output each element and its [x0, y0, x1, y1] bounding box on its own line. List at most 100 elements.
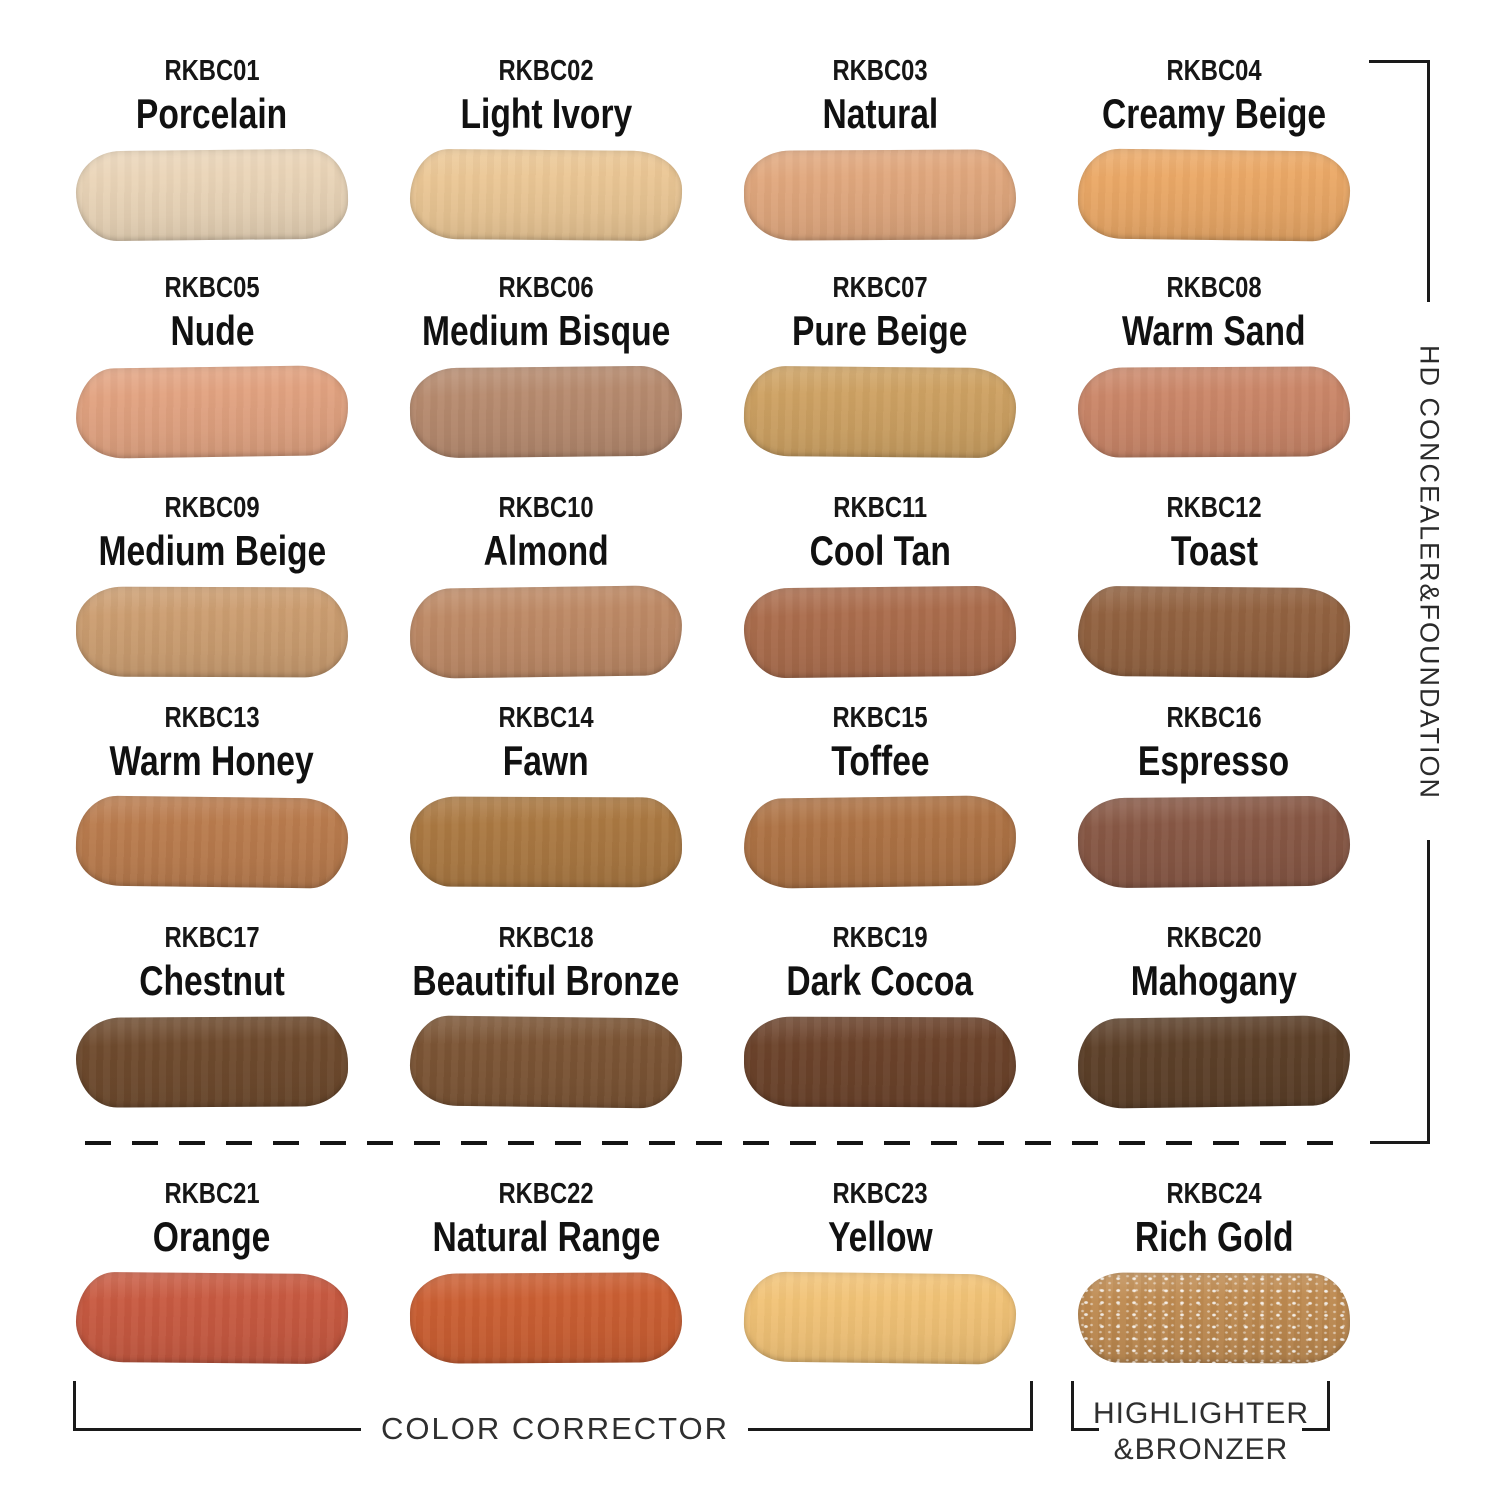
- cc-bracket-left-segment: [73, 1428, 361, 1431]
- swatch-cell-rkbc13: RKBC13 Warm Honey: [45, 702, 379, 892]
- highlighter-bronzer-line1: HIGHLIGHTER: [1092, 1397, 1310, 1430]
- right-bracket-upper-segment: [1427, 60, 1430, 302]
- swatch-smear: [1077, 1272, 1351, 1364]
- swatch-cell-rkbc11: RKBC11 Cool Tan: [713, 492, 1047, 682]
- swatch-row: RKBC01 Porcelain RKBC02 Light Ivory RKBC03 Na…: [45, 55, 1385, 245]
- right-bracket-top-tick: [1369, 60, 1430, 63]
- right-bracket-label: HD CONCEALER&FOUNDATION: [1414, 345, 1445, 801]
- swatch-cell-rkbc19: RKBC19 Dark Cocoa: [713, 922, 1047, 1112]
- swatch-name: Medium Beige: [98, 527, 326, 574]
- swatch-code: RKBC01: [164, 55, 260, 87]
- swatch-smear: [409, 585, 683, 679]
- swatch-smear: [75, 365, 349, 459]
- swatch-row: RKBC21 Orange RKBC22 Natural Range RKBC23 Yel…: [45, 1178, 1385, 1368]
- swatch-name: Warm Honey: [109, 737, 315, 784]
- swatch-cell-rkbc09: RKBC09 Medium Beige: [45, 492, 379, 682]
- swatch-name: Almond: [483, 527, 609, 574]
- swatch-code: RKBC18: [498, 922, 594, 954]
- swatch-name: Light Ivory: [460, 90, 632, 137]
- swatch-code: RKBC15: [832, 702, 928, 734]
- swatch-smear: [75, 586, 349, 678]
- swatch-smear: [75, 1271, 349, 1365]
- hb-bracket-left-foot: [1071, 1428, 1099, 1431]
- swatch-code: RKBC06: [498, 272, 594, 304]
- swatch-code: RKBC03: [832, 55, 928, 87]
- hb-bracket-right-tick: [1327, 1381, 1330, 1431]
- swatch-name: Porcelain: [136, 90, 288, 137]
- swatch-smear: [743, 149, 1017, 241]
- cc-bracket-left-tick: [73, 1381, 76, 1431]
- swatch-cell-rkbc21: RKBC21 Orange: [45, 1178, 379, 1368]
- swatch-code: RKBC10: [498, 492, 594, 524]
- swatch-cell-rkbc23: RKBC23 Yellow: [713, 1178, 1047, 1368]
- swatch-code: RKBC14: [498, 702, 594, 734]
- swatch-code: RKBC02: [498, 55, 594, 87]
- swatch-row: RKBC17 Chestnut RKBC18 Beautiful Bronze RKBC…: [45, 922, 1385, 1112]
- swatch-cell-rkbc08: RKBC08 Warm Sand: [1047, 272, 1381, 462]
- swatch-cell-rkbc16: RKBC16 Espresso: [1047, 702, 1381, 892]
- swatch-code: RKBC07: [832, 272, 928, 304]
- swatch-row: RKBC09 Medium Beige RKBC10 Almond RKBC11 Cool…: [45, 492, 1385, 682]
- swatch-smear: [409, 365, 683, 459]
- swatch-cell-rkbc14: RKBC14 Fawn: [379, 702, 713, 892]
- swatch-smear: [743, 795, 1017, 889]
- swatch-name: Natural: [822, 90, 938, 137]
- swatch-code: RKBC19: [832, 922, 928, 954]
- swatch-cell-rkbc04: RKBC04 Creamy Beige: [1047, 55, 1381, 245]
- swatch-smear: [1077, 1015, 1351, 1109]
- swatch-name: Rich Gold: [1134, 1213, 1294, 1260]
- swatch-code: RKBC24: [1166, 1178, 1262, 1210]
- swatch-name: Pure Beige: [792, 307, 968, 354]
- right-bracket-bottom-tick: [1370, 1141, 1430, 1144]
- swatch-smear: [1077, 795, 1351, 889]
- swatch-name: Toast: [1170, 527, 1258, 574]
- swatch-cell-rkbc22: RKBC22 Natural Range: [379, 1178, 713, 1368]
- swatch-name: Yellow: [827, 1213, 933, 1260]
- swatch-grid: RKBC01 Porcelain RKBC02 Light Ivory RKBC03 Na…: [45, 55, 1385, 1368]
- swatch-name: Fawn: [503, 737, 589, 784]
- swatch-code: RKBC05: [164, 272, 260, 304]
- swatch-code: RKBC12: [1166, 492, 1262, 524]
- swatch-smear: [743, 365, 1017, 459]
- swatch-code: RKBC13: [164, 702, 260, 734]
- swatch-smear: [1077, 148, 1351, 242]
- swatch-cell-rkbc10: RKBC10 Almond: [379, 492, 713, 682]
- swatch-name: Toffee: [830, 737, 930, 784]
- shimmer-texture: [1077, 1272, 1351, 1364]
- swatch-cell-rkbc06: RKBC06 Medium Bisque: [379, 272, 713, 462]
- swatch-code: RKBC20: [1166, 922, 1262, 954]
- swatch-smear: [409, 1272, 683, 1364]
- swatch-name: Mahogany: [1130, 957, 1298, 1004]
- hb-bracket-left-tick: [1071, 1381, 1074, 1431]
- swatch-smear: [75, 1016, 349, 1108]
- swatch-name: Nude: [170, 307, 254, 354]
- swatch-smear: [743, 585, 1017, 679]
- color-corrector-label: COLOR CORRECTOR: [380, 1411, 730, 1446]
- swatch-smear: [1077, 366, 1351, 458]
- swatch-smear: [409, 796, 683, 888]
- swatch-name: Creamy Beige: [1101, 90, 1327, 137]
- swatch-name: Cool Tan: [809, 527, 951, 574]
- swatch-smear: [75, 795, 349, 889]
- swatch-cell-rkbc02: RKBC02 Light Ivory: [379, 55, 713, 245]
- swatch-code: RKBC11: [833, 492, 927, 524]
- dashed-divider: [85, 1141, 1347, 1145]
- swatch-code: RKBC21: [164, 1178, 260, 1210]
- swatch-cell-rkbc15: RKBC15 Toffee: [713, 702, 1047, 892]
- cc-bracket-right-segment: [748, 1428, 1033, 1431]
- swatch-smear: [743, 1016, 1017, 1108]
- swatch-cell-rkbc17: RKBC17 Chestnut: [45, 922, 379, 1112]
- swatch-code: RKBC09: [164, 492, 260, 524]
- swatch-name: Natural Range: [432, 1213, 660, 1260]
- right-bracket-lower-segment: [1427, 840, 1430, 1144]
- swatch-row: RKBC13 Warm Honey RKBC14 Fawn RKBC15 Toffee RK…: [45, 702, 1385, 892]
- highlighter-bronzer-label: HIGHLIGHTER &BRONZER: [1093, 1396, 1309, 1468]
- swatch-cell-rkbc01: RKBC01 Porcelain: [45, 55, 379, 245]
- swatch-cell-rkbc05: RKBC05 Nude: [45, 272, 379, 462]
- swatch-smear: [75, 148, 349, 242]
- swatch-row: RKBC05 Nude RKBC06 Medium Bisque RKBC07 Pure …: [45, 272, 1385, 462]
- swatch-code: RKBC23: [832, 1178, 928, 1210]
- swatch-name: Espresso: [1138, 737, 1290, 784]
- swatch-name: Orange: [153, 1213, 271, 1260]
